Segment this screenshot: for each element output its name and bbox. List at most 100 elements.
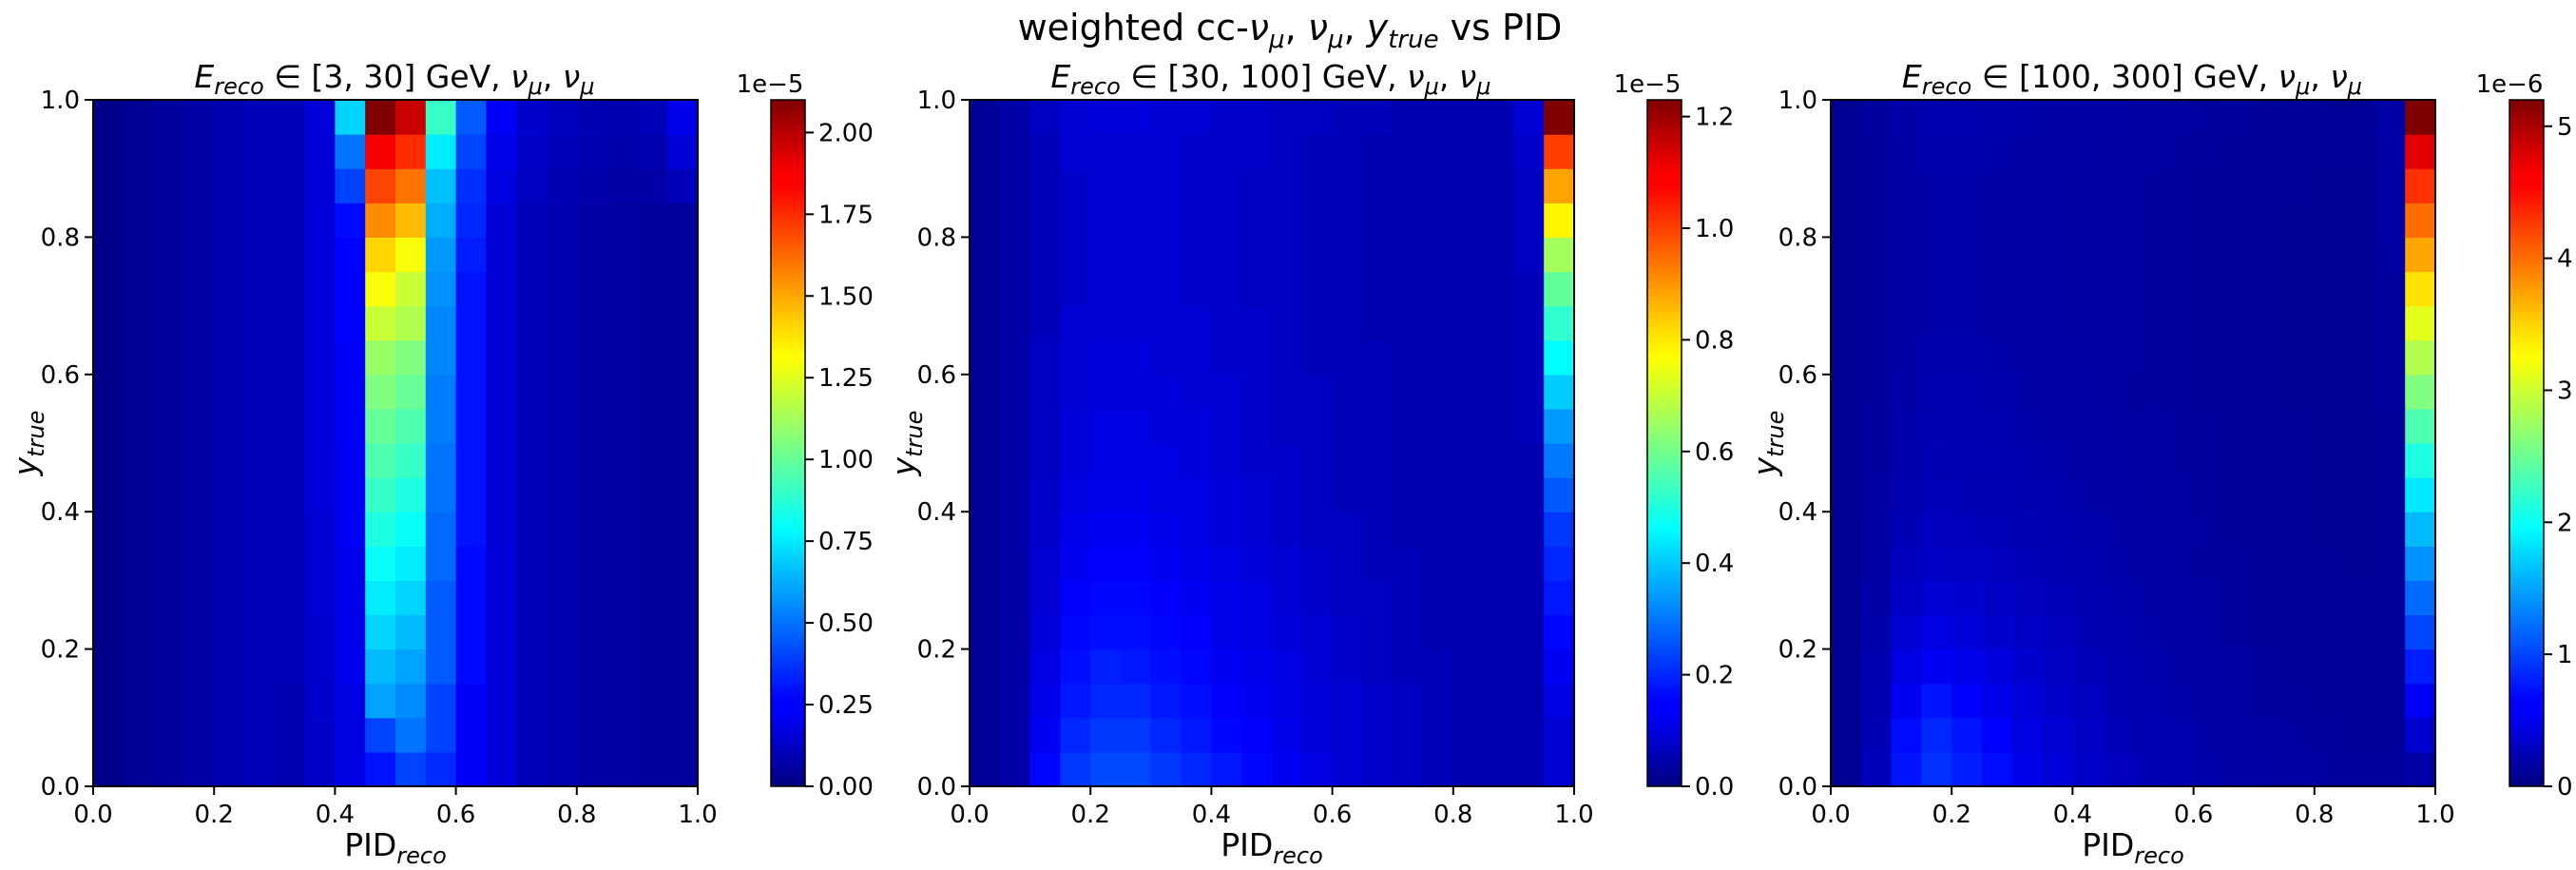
heatmap-cell [1181, 648, 1212, 685]
heatmap-cell [2072, 614, 2104, 650]
heatmap-cell [2042, 339, 2073, 376]
heatmap-cell [667, 512, 699, 547]
heatmap-cell [1982, 271, 2013, 307]
heatmap-cell [2072, 648, 2104, 685]
heatmap-cell [2254, 408, 2285, 444]
heatmap-cell [2042, 305, 2073, 341]
heatmap-cell [1150, 443, 1182, 478]
heatmap-cell [667, 751, 699, 787]
heatmap-cell [999, 237, 1031, 273]
heatmap-cell [2133, 477, 2164, 512]
heatmap-cell [1831, 580, 1862, 616]
x-tick-label: 0.6 [436, 801, 475, 829]
heatmap-cell [1029, 134, 1061, 169]
heatmap-cell [2284, 408, 2316, 444]
heatmap-cell [1513, 443, 1545, 478]
heatmap-cell [2011, 203, 2044, 238]
heatmap-cell [1332, 168, 1363, 203]
heatmap-cell [425, 546, 457, 581]
heatmap-cell [1060, 648, 1091, 685]
heatmap-cell [1362, 580, 1394, 616]
heatmap-cell [547, 100, 578, 135]
heatmap-cell [2254, 339, 2285, 376]
heatmap-cell [606, 374, 638, 410]
x-tick-label: 1.0 [678, 801, 717, 829]
heatmap-cell [455, 751, 487, 787]
heatmap-cell [1241, 408, 1273, 444]
heatmap-cell [2133, 305, 2164, 341]
heatmap-cell [214, 477, 245, 512]
heatmap-cell [637, 305, 668, 341]
heatmap-cell [1982, 751, 2013, 787]
heatmap-cell [304, 168, 336, 203]
heatmap-cell [667, 339, 699, 376]
panel-1-colorbar-exponent: 1e−5 [737, 70, 804, 99]
heatmap-cell [1090, 134, 1122, 169]
heatmap-cell [2314, 100, 2346, 135]
heatmap-cell [2193, 305, 2224, 341]
heatmap-cell [667, 237, 699, 273]
heatmap-cell [1181, 374, 1212, 410]
heatmap-cell [1513, 648, 1545, 685]
heatmap-cell [667, 477, 699, 512]
heatmap-cell [153, 717, 184, 753]
heatmap-cell [1921, 683, 1952, 719]
heatmap-cell [274, 374, 306, 410]
colorbar-tick-label: 4 [2557, 245, 2573, 274]
heatmap-cell [183, 477, 215, 512]
heatmap-cell [2344, 580, 2375, 616]
heatmap-cell [425, 271, 457, 307]
heatmap-cell [1831, 546, 1862, 581]
heatmap-cell [214, 512, 245, 547]
heatmap-cell [1272, 305, 1303, 341]
heatmap-cell [2284, 580, 2316, 616]
heatmap-cell [1831, 717, 1862, 753]
heatmap-cell [2223, 648, 2255, 685]
heatmap-cell [455, 648, 487, 685]
heatmap-cell [2042, 683, 2073, 719]
heatmap-cell [1393, 134, 1424, 169]
heatmap-cell [2133, 203, 2164, 238]
heatmap-cell [667, 683, 699, 719]
heatmap-cell [1211, 237, 1242, 273]
heatmap-cell [2042, 717, 2073, 753]
heatmap-cell [365, 100, 396, 135]
heatmap-cell [153, 614, 184, 650]
heatmap-cell [335, 134, 366, 169]
heatmap-cell [395, 100, 427, 135]
heatmap-cell [1121, 339, 1152, 376]
heatmap-cell [1121, 100, 1152, 135]
heatmap-cell [1513, 580, 1545, 616]
heatmap-cell [1060, 203, 1091, 238]
heatmap-cell [2163, 408, 2195, 444]
heatmap-cell [1150, 374, 1182, 410]
heatmap-cell [2344, 100, 2375, 135]
heatmap-cell [93, 751, 125, 787]
heatmap-cell [486, 339, 517, 376]
heatmap-cell [1452, 374, 1485, 410]
heatmap-cell [425, 339, 457, 376]
heatmap-cell [999, 477, 1031, 512]
heatmap-cell [1452, 477, 1485, 512]
heatmap-cell [214, 546, 245, 581]
heatmap-cell [970, 683, 1001, 719]
heatmap-cell [1121, 717, 1152, 753]
heatmap-cell [1951, 237, 1983, 273]
heatmap-cell [576, 408, 608, 444]
heatmap-cell [183, 134, 215, 169]
heatmap-cell [667, 168, 699, 203]
heatmap-cell [637, 100, 668, 135]
heatmap-cell [1301, 305, 1334, 341]
heatmap-cell [335, 271, 366, 307]
heatmap-cell [1513, 408, 1545, 444]
heatmap-cell [1181, 751, 1212, 787]
heatmap-cell [304, 512, 336, 547]
heatmap-cell [1029, 100, 1061, 135]
colorbar-tick-label: 0 [2557, 773, 2573, 802]
heatmap-cell [1423, 339, 1454, 376]
heatmap-cell [2103, 512, 2134, 547]
heatmap-cell [1150, 614, 1182, 650]
panel-2-xlabel: PIDreco [1221, 826, 1323, 866]
heatmap-cell [1272, 100, 1303, 135]
